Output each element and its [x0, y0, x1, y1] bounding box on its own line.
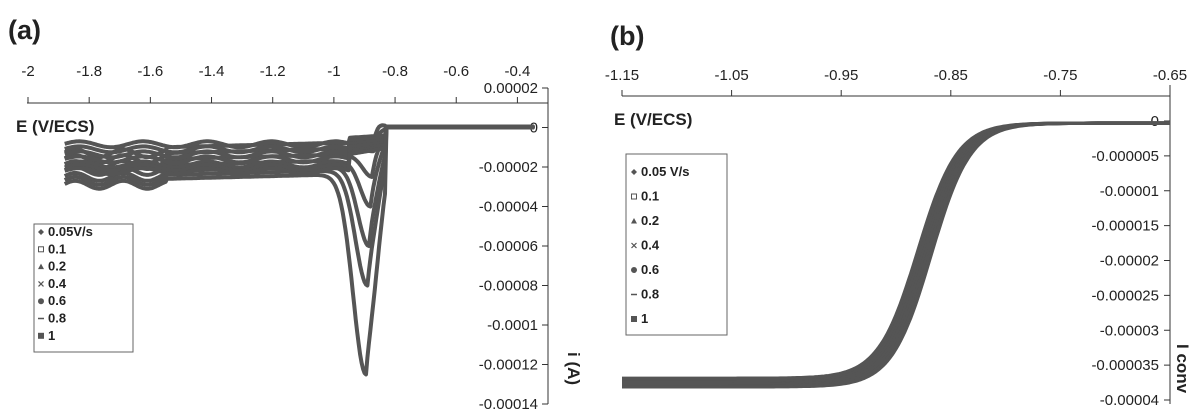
panel-b-label: (b): [610, 21, 644, 51]
panel-a-legend-label-1: 0.1: [48, 241, 66, 256]
panel-b-series-line-6: [622, 121, 1170, 381]
panel-a-label: (a): [8, 15, 41, 45]
x-tick-label: -1.05: [714, 67, 748, 84]
y-tick-label: -0.000035: [1091, 357, 1159, 374]
x-tick-label: -0.6: [443, 63, 469, 80]
panel-a-legend-marker-3: [38, 280, 44, 287]
y-tick-label: -0.00003: [1100, 322, 1159, 339]
panel-a-x-label: E (V/ECS): [16, 117, 94, 136]
panel-a-x-ticks: -2 -1.8 -1.6 -1.4 -1.2 -1 -0.8 -0.6 -0.4: [21, 63, 530, 103]
y-tick-label: -0.0001: [487, 317, 538, 334]
y-tick-label: -0.00004: [479, 199, 538, 216]
panel-b-legend-label-6: 1: [641, 311, 648, 326]
panel-a-legend-marker-1: [38, 246, 44, 253]
y-tick-label: -0.00012: [479, 357, 538, 374]
panel-a-legend-label-6: 1: [48, 328, 55, 343]
panel-b-legend: 0.05 V/s 0.1 0.2 0.4 0.6 0.8 1: [625, 153, 728, 336]
x-tick-label: -1.6: [137, 63, 163, 80]
panel-b-legend-label-5: 0.8: [641, 287, 659, 302]
panel-b-y-label: I conv: [1173, 344, 1192, 394]
x-tick-label: -1.8: [76, 63, 102, 80]
x-tick-label: -1: [327, 63, 340, 80]
panel-b-legend-label-0: 0.05 V/s: [641, 164, 689, 179]
x-tick-label: -0.75: [1043, 67, 1077, 84]
panel-a-y-ticks: 0.000020-0.00002-0.00004-0.00006-0.00008…: [479, 80, 548, 409]
panel-a-legend-label-3: 0.4: [48, 276, 67, 291]
panel-a: (a) -2 -1.8 -1.6 -1.4 -1.2 -1 -0.8 -0.6 -0.4 0.0…: [8, 15, 583, 409]
panel-a-legend-label-2: 0.2: [48, 259, 66, 274]
panel-b-curves: [622, 121, 1170, 389]
panel-a-legend-marker-6: [38, 332, 44, 339]
x-tick-label: -0.65: [1153, 67, 1187, 84]
panel-b-legend-marker-4: [631, 267, 637, 273]
panel-b-legend-label-1: 0.1: [641, 189, 659, 204]
panel-a-legend-marker-2: [38, 263, 44, 270]
panel-b: (b) -1.15 -1.05 -0.95 -0.85 -0.75 -0.65 0-0.0…: [605, 21, 1192, 409]
x-tick-label: -0.4: [504, 63, 530, 80]
panel-b-x-ticks: -1.15 -1.05 -0.95 -0.85 -0.75 -0.65: [605, 67, 1187, 96]
y-tick-label: -0.000005: [1091, 148, 1159, 165]
panel-b-x-label: E (V/ECS): [614, 110, 692, 129]
y-tick-label: -0.00002: [1100, 253, 1159, 270]
panel-a-legend: 0.05V/s 0.1 0.2 0.4 0.6 0.8 1: [33, 223, 134, 353]
y-tick-label: -0.00004: [1100, 392, 1159, 409]
x-tick-label: -1.4: [199, 63, 225, 80]
panel-a-legend-label-5: 0.8: [48, 311, 66, 326]
panel-b-legend-marker-1: [631, 193, 637, 200]
y-tick-label: -0.00001: [1100, 183, 1159, 200]
panel-b-legend-label-4: 0.6: [641, 262, 659, 277]
panel-b-legend-label-2: 0.2: [641, 213, 659, 228]
y-tick-label: -0.00002: [479, 159, 538, 176]
x-tick-label: -1.15: [605, 67, 639, 84]
y-tick-label: -0.00014: [479, 396, 538, 409]
y-tick-label: 0.00002: [484, 80, 538, 97]
y-tick-label: -0.000015: [1091, 218, 1159, 235]
x-tick-label: -2: [21, 63, 34, 80]
panel-a-legend-marker-0: [38, 229, 44, 235]
panel-b-legend-marker-2: [631, 218, 637, 224]
panel-b-legend-label-3: 0.4: [641, 238, 660, 253]
panel-b-legend-marker-3: [631, 242, 637, 249]
y-tick-label: -0.00006: [479, 238, 538, 255]
x-tick-label: -0.8: [382, 63, 408, 80]
x-tick-label: -1.2: [260, 63, 286, 80]
panel-a-legend-box: [33, 223, 134, 353]
panel-a-y-label: i (A): [564, 352, 583, 385]
panel-a-legend-label-4: 0.6: [48, 293, 66, 308]
panel-b-legend-marker-0: [631, 169, 637, 175]
panel-a-legend-marker-4: [38, 298, 44, 305]
panel-a-series-line-6: [63, 124, 535, 377]
y-tick-label: -0.000025: [1091, 287, 1159, 304]
panel-b-legend-box: [625, 153, 728, 336]
panel-a-legend-label-0: 0.05V/s: [48, 224, 93, 239]
panel-a-curves: [63, 123, 535, 377]
x-tick-label: -0.85: [934, 67, 968, 84]
y-tick-label: -0.00008: [479, 278, 538, 295]
panel-b-y-ticks: 0-0.000005-0.00001-0.000015-0.00002-0.00…: [1091, 113, 1170, 409]
panel-b-legend-marker-6: [631, 316, 637, 322]
x-tick-label: -0.95: [824, 67, 858, 84]
